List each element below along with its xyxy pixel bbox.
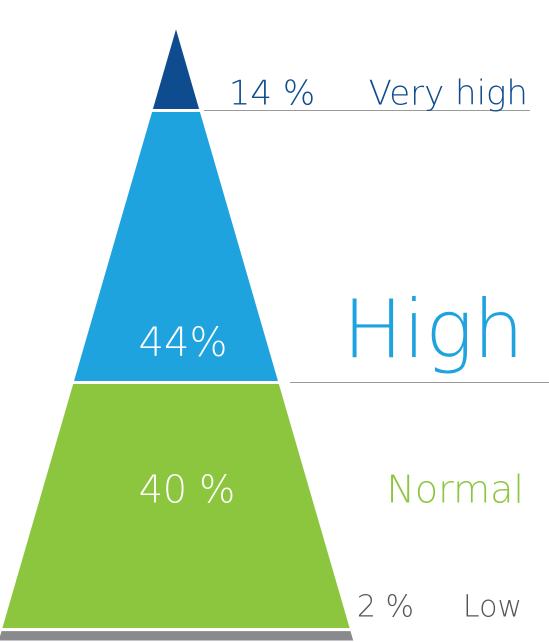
category-label: Low [463, 590, 522, 625]
value-label: 2 % [357, 590, 414, 625]
pyramid-segment [0, 628, 357, 642]
value-label: 40 % [139, 468, 236, 512]
category-label: Very high [369, 74, 528, 114]
value-label: 14 % [229, 74, 315, 114]
value-label: 44% [139, 320, 228, 366]
pyramid-segment [148, 18, 204, 113]
category-label: High [343, 283, 524, 376]
category-label: Normal [387, 468, 525, 512]
